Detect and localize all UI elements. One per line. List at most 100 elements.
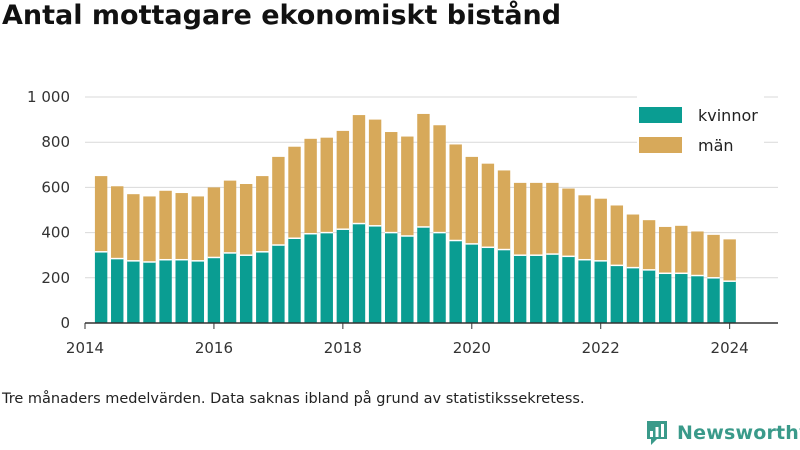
bar-man [626,214,640,268]
bar-man [207,187,221,258]
x-tick-label: 2024 [711,339,749,357]
bar-kvinnor [223,252,237,323]
bar-kvinnor [159,259,172,323]
legend-item-kvinnor: kvinnor [639,100,758,130]
bar-man [94,176,108,252]
bar-kvinnor [239,255,253,323]
bar-man [159,190,172,260]
bar-kvinnor [675,273,688,323]
legend-label-man: män [698,135,734,155]
bar-man [191,196,205,261]
y-tick-label: 1 000 [27,88,70,106]
bar-man [433,125,446,233]
y-tick-label: 0 [60,314,70,332]
bar-man [127,194,140,261]
bar-kvinnor [707,277,720,323]
bar-kvinnor [94,251,108,323]
bar-kvinnor [578,259,591,323]
bar-man [610,205,624,266]
y-tick-label: 400 [41,224,70,242]
bar-kvinnor [191,260,205,323]
bar-man [304,138,317,234]
bar-kvinnor [530,255,543,323]
bar-man [111,186,124,259]
bar-kvinnor [272,245,285,323]
bar-man [368,119,382,226]
x-tick-label: 2014 [66,339,104,357]
bar-man [272,156,285,246]
bar-kvinnor [127,260,140,323]
bar-kvinnor [465,243,478,323]
bar-man [401,136,414,236]
y-tick-label: 600 [41,178,70,196]
bar-kvinnor [626,267,640,323]
bar-kvinnor [594,260,607,323]
legend-label-kvinnor: kvinnor [698,105,758,125]
bar-man [239,184,253,256]
x-tick-label: 2018 [324,339,362,357]
bar-man [143,196,156,262]
bar-kvinnor [401,235,414,323]
stacked-bar-chart: 0 200 400 600 800 1 000 2014 2016 2018 2020 2022 20… [27,88,778,357]
bar-kvinnor [175,259,188,323]
bar-kvinnor [481,247,495,323]
bar-kvinnor [352,223,366,323]
bar-kvinnor [562,256,575,323]
legend-item-man: män [639,130,758,160]
footnote: Tre månaders medelvärden. Data saknas ib… [2,391,585,407]
bar-man [175,193,188,260]
bar-man [658,226,672,274]
bar-kvinnor [449,240,462,323]
bar-man [256,176,269,252]
brand-name: Newsworthy [677,422,800,444]
bar-man [675,225,688,274]
bar-man [546,182,559,255]
bar-kvinnor [111,258,124,323]
bar-kvinnor [417,226,430,323]
bar-man [691,231,704,276]
x-tick-label: 2020 [453,339,491,357]
bar-kvinnor [385,232,398,323]
bar-kvinnor [304,233,317,323]
bar-kvinnor [207,257,221,323]
bar-man [288,146,301,239]
bar-kvinnor [336,229,350,323]
bar-man [578,195,591,260]
bar-man [449,144,462,241]
bar-man [530,182,543,256]
legend-swatch-man [639,137,682,153]
y-tick-label: 800 [41,133,70,151]
bar-kvinnor [642,269,656,323]
chart-title: Antal mottagare ekonomiskt bistånd [2,0,562,31]
bar-kvinnor [143,261,156,323]
bar-kvinnor [256,251,269,323]
bar-man [481,163,495,248]
bar-kvinnor [497,249,511,323]
bar-kvinnor [610,265,624,323]
x-tick-label: 2022 [582,339,620,357]
brand[interactable]: Newsworthy [645,419,800,447]
newsworthy-logo-icon [647,421,667,445]
bar-man [707,234,720,278]
bar-kvinnor [723,281,736,323]
bar-man [723,239,736,282]
bar-kvinnor [513,255,527,323]
bar-man [465,156,478,244]
bar-man [417,113,430,227]
bar-kvinnor [288,238,301,323]
bar-kvinnor [433,232,446,323]
bar-man [562,188,575,257]
bar-man [497,170,511,250]
bar-kvinnor [546,254,559,323]
bar-man [223,180,237,253]
bar-man [385,132,398,233]
bar-kvinnor [691,275,704,323]
bar-man [513,182,527,256]
bar-kvinnor [658,273,672,323]
bar-man [594,198,607,261]
legend-swatch-kvinnor [639,107,682,123]
bar-man [320,137,333,233]
y-tick-label: 200 [41,269,70,287]
bar-man [336,130,350,230]
bar-kvinnor [368,225,382,323]
